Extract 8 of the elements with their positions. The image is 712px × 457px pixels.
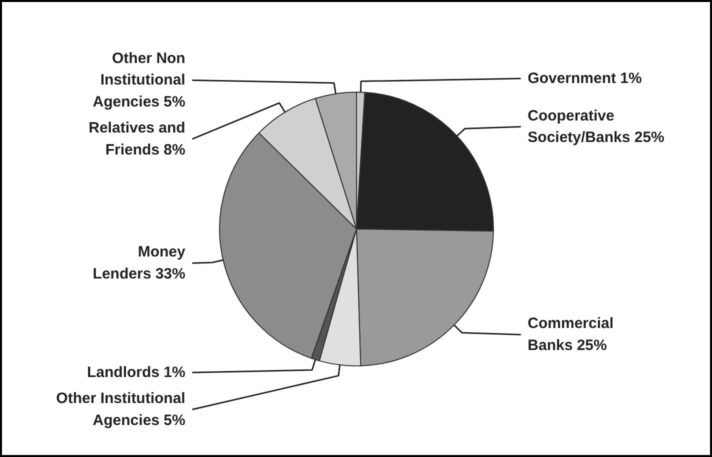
slice-label: Relatives and Friends 8% — [88, 120, 186, 159]
slice-label: Commercial Banks 25% — [528, 315, 614, 354]
slice-label: Money Lenders 33% — [92, 244, 186, 283]
slice-label: Cooperative Society/Banks 25% — [528, 107, 664, 146]
slice-label: Other Non Institutional Agencies 5% — [92, 50, 186, 111]
slice-label: Landlords 1% — [86, 364, 186, 382]
slice-label: Government 1% — [528, 70, 642, 88]
slice-label: Other Institutional Agencies 5% — [56, 390, 186, 429]
